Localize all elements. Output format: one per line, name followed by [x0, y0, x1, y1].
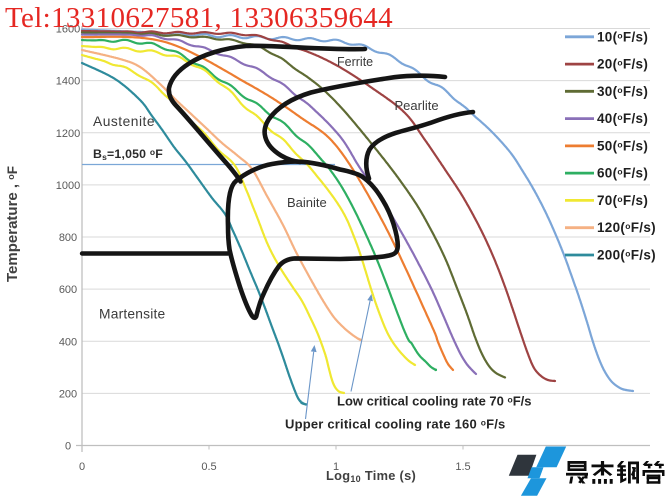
svg-text:0: 0	[65, 441, 71, 453]
svg-text:Temperature , oF: Temperature , oF	[4, 166, 21, 282]
svg-text:1600: 1600	[56, 24, 80, 36]
svg-text:200: 200	[59, 388, 77, 400]
svg-text:120(oF/s): 120(oF/s)	[597, 220, 656, 235]
svg-text:50(oF/s): 50(oF/s)	[597, 138, 648, 153]
svg-text:Bainite: Bainite	[287, 195, 327, 210]
svg-text:40(oF/s): 40(oF/s)	[597, 111, 648, 126]
svg-text:1200: 1200	[56, 128, 80, 140]
svg-text:800: 800	[59, 232, 77, 244]
svg-text:0: 0	[79, 461, 85, 473]
svg-text:60(oF/s): 60(oF/s)	[597, 166, 648, 181]
svg-text:Pearlite: Pearlite	[395, 98, 439, 113]
svg-text:1400: 1400	[56, 76, 80, 88]
svg-text:Martensite: Martensite	[99, 307, 166, 322]
svg-text:Ferrite: Ferrite	[337, 55, 373, 69]
svg-text:Log10 Time (s): Log10 Time (s)	[326, 468, 416, 484]
svg-text:600: 600	[59, 284, 77, 296]
svg-text:Low critical cooling rate 70 o: Low critical cooling rate 70 oF/s	[337, 394, 532, 409]
svg-text:400: 400	[59, 336, 77, 348]
svg-text:0.5: 0.5	[201, 461, 216, 473]
svg-text:Upper critical cooling rate 16: Upper critical cooling rate 160 oF/s	[285, 417, 505, 432]
svg-text:1: 1	[333, 461, 339, 473]
svg-text:200(oF/s): 200(oF/s)	[597, 248, 656, 263]
svg-text:1000: 1000	[56, 180, 80, 192]
svg-text:1.5: 1.5	[455, 461, 470, 473]
svg-text:20(oF/s): 20(oF/s)	[597, 57, 648, 72]
svg-text:Bs=1,050 oF: Bs=1,050 oF	[93, 147, 163, 162]
svg-text:10(oF/s): 10(oF/s)	[597, 29, 648, 44]
svg-text:30(oF/s): 30(oF/s)	[597, 84, 648, 99]
svg-text:70(oF/s): 70(oF/s)	[597, 193, 648, 208]
svg-text:Austenite: Austenite	[93, 114, 155, 129]
svg-text:Tel:13310627581, 13306359644: Tel:13310627581, 13306359644	[5, 2, 393, 34]
